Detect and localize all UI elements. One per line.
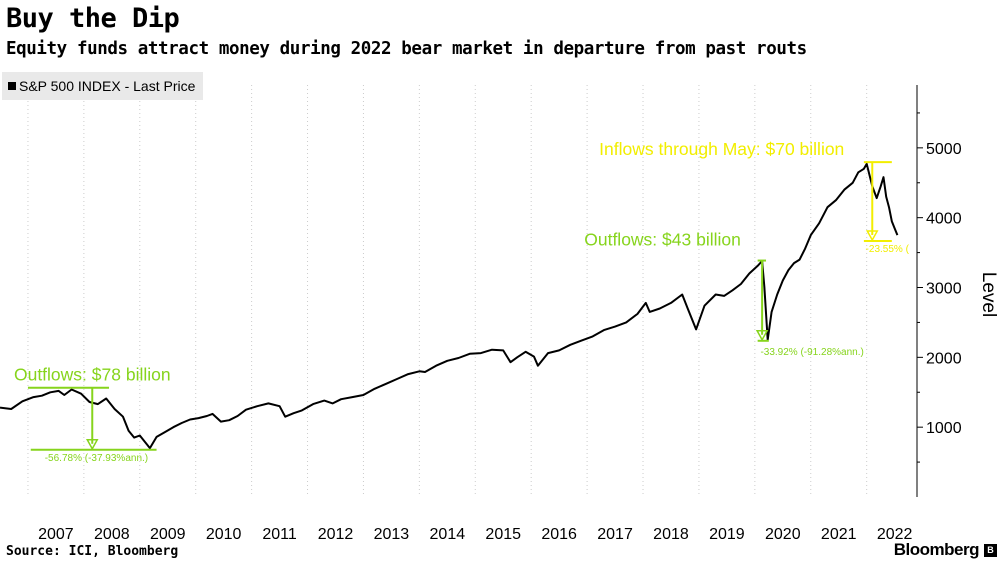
annotation-drawdown-2: -23.55% (: [866, 244, 910, 255]
annotation-label-2: Inflows through May: $70 billion: [599, 139, 844, 159]
source-note: Source: ICI, Bloomberg: [6, 544, 179, 559]
y-tick-label-1000: 1000: [926, 420, 962, 437]
x-tick-label-2013: 2013: [374, 526, 410, 543]
x-tick-label-2019: 2019: [709, 526, 745, 543]
annotation-arrowhead-icon-0: [85, 439, 99, 451]
x-tick-label-2009: 2009: [150, 526, 186, 543]
y-axis-label: Level: [978, 272, 999, 317]
legend-swatch-icon: [8, 82, 16, 90]
series-line-sp500: [0, 162, 899, 450]
chart-subtitle: Equity funds attract money during 2022 b…: [6, 39, 807, 59]
annotation-drawdown-0: -56.78% (-37.93%ann.): [45, 453, 148, 464]
x-tick-label-2016: 2016: [541, 526, 577, 543]
x-tick-label-2011: 2011: [262, 526, 297, 543]
x-tick-label-2007: 2007: [38, 526, 74, 543]
x-tick-label-2015: 2015: [485, 526, 521, 543]
y-tick-label-5000: 5000: [926, 141, 962, 158]
x-tick-label-2017: 2017: [597, 526, 633, 543]
x-tick-label-2022: 2022: [877, 526, 913, 543]
x-tick-label-2021: 2021: [821, 526, 857, 543]
x-tick-label-2018: 2018: [653, 526, 689, 543]
annotation-label-0: Outflows: $78 billion: [14, 365, 171, 385]
x-tick-label-2010: 2010: [206, 526, 242, 543]
x-tick-label-2020: 2020: [765, 526, 801, 543]
y-tick-label-2000: 2000: [926, 350, 962, 367]
x-tick-label-2014: 2014: [430, 526, 466, 543]
bloomberg-logo: Bloomberg B: [894, 540, 997, 560]
annotation-arrowhead-icon-1: [755, 330, 769, 342]
chart-legend[interactable]: S&P 500 INDEX - Last Price: [2, 72, 204, 100]
x-tick-label-2008: 2008: [94, 526, 130, 543]
brand-mark-icon: B: [984, 543, 997, 557]
y-tick-label-3000: 3000: [926, 281, 962, 298]
annotation-arrowhead-icon-2: [865, 230, 879, 242]
annotation-drawdown-1: -33.92% (-91.28%ann.): [760, 347, 863, 358]
chart-title: Buy the Dip: [6, 3, 180, 34]
brand-name: Bloomberg: [893, 540, 980, 559]
y-tick-label-4000: 4000: [926, 211, 962, 228]
annotation-label-1: Outflows: $43 billion: [584, 230, 741, 250]
x-tick-label-2012: 2012: [318, 526, 354, 543]
legend-label: S&P 500 INDEX - Last Price: [19, 78, 196, 94]
